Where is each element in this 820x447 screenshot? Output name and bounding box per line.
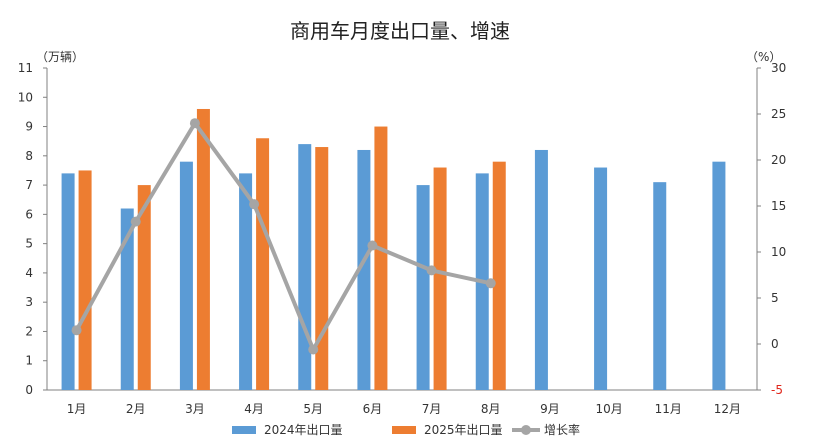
bar-2025-8 [492,161,506,390]
left-tick-label: 6 [25,207,33,221]
x-category-label: 9月 [540,402,560,416]
legend-swatch [392,426,416,434]
growth-rate-line [74,121,492,352]
growth-rate-point [308,344,319,355]
growth-rate-point [367,240,378,251]
legend-swatch [232,426,256,434]
bar-2025-3 [196,108,210,391]
bar-2024-11 [653,182,667,390]
bar-2024-9 [534,149,548,390]
left-tick-label: 5 [25,237,33,251]
bar-2024-12 [712,161,726,390]
right-tick-label: 25 [771,107,786,121]
left-axis-unit: （万辆） [36,50,84,64]
x-axis-categories: 1月 2月 3月 4月 5月 6月 7月 8月 9月 10月 11月 12月 [67,402,741,416]
right-axis-unit: （%） [746,50,781,64]
bar-2024-1 [61,173,75,390]
left-tick-label: 7 [25,178,33,192]
bar-2025-2 [137,185,151,390]
bar-2024-7 [416,185,430,390]
x-category-label: 11月 [655,402,682,416]
bar-2025-6 [374,126,388,390]
growth-rate-point [71,325,82,336]
x-category-label: 3月 [185,402,205,416]
left-tick-label: 8 [25,149,33,163]
growth-rate-point [249,199,260,210]
right-tick-label: -5 [771,383,783,397]
legend-label: 增长率 [544,422,580,437]
right-tick-label: 20 [771,153,786,167]
bar-2024-6 [357,149,371,390]
chart-title: 商用车月度出口量、增速 [290,19,510,43]
right-tick-label: 0 [771,337,779,351]
x-category-label: 5月 [303,402,323,416]
left-tick-label: 2 [25,324,33,338]
growth-rate-point [130,216,141,227]
bar-2025-4 [256,138,270,390]
right-tick-label: 15 [771,199,786,213]
right-tick-label: 10 [771,245,786,259]
x-category-label: 7月 [422,402,442,416]
left-tick-label: 10 [18,90,33,104]
left-tick-label: 1 [25,354,33,368]
bar-2024-3 [179,161,193,390]
left-tick-label: 9 [25,120,33,134]
legend-label: 2024年出口量 [264,423,343,437]
left-tick-label: 11 [18,61,33,75]
growth-rate-point [485,278,496,289]
bar-2025-1 [78,170,92,390]
x-category-label: 6月 [363,402,383,416]
growth-line [71,118,496,355]
x-category-label: 2月 [126,402,146,416]
legend-swatch-marker [521,425,531,435]
left-tick-label: 3 [25,295,33,309]
bar-2024-4 [239,173,253,390]
bars [61,108,726,391]
legend: 2024年出口量 2025年出口量 增长率 [232,422,580,437]
bar-2024-10 [594,167,608,390]
growth-rate-point [426,265,437,276]
left-tick-label: 4 [25,266,33,280]
left-tick-label: 0 [25,383,33,397]
x-category-label: 10月 [595,402,622,416]
left-axis-ticks: 0 1 2 3 4 5 6 7 8 9 10 11 [18,61,47,397]
bar-2024-5 [298,144,312,390]
bar-2024-2 [120,208,134,390]
growth-rate-point [189,118,200,129]
x-category-label: 12月 [714,402,741,416]
x-category-label: 4月 [244,402,264,416]
right-tick-label: 30 [771,61,786,75]
right-tick-label: 5 [771,291,779,305]
bar-2025-5 [315,147,329,390]
bar-2025-7 [433,167,447,390]
x-category-label: 1月 [67,402,87,416]
x-category-label: 8月 [481,402,501,416]
legend-label: 2025年出口量 [424,423,503,437]
right-axis-ticks: -5 0 5 10 15 20 25 30 [757,61,786,397]
